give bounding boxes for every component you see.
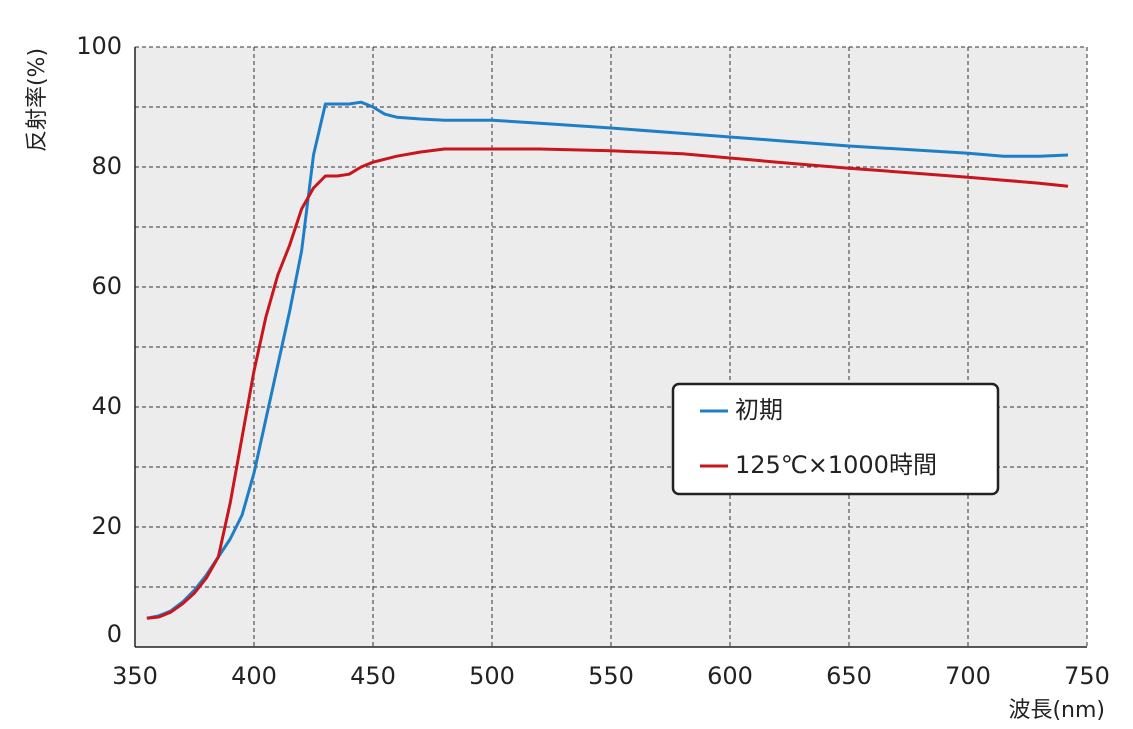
x-axis-label: 波長(nm) [1008,698,1105,723]
x-tick-label: 350 [112,662,158,690]
x-tick-label: 750 [1064,662,1110,690]
x-tick-label: 650 [826,662,872,690]
y-axis-label: 反射率(%) [25,48,50,152]
x-tick-label: 400 [231,662,277,690]
grid [135,46,1088,647]
x-tick-label: 550 [588,662,634,690]
y-tick-label: 40 [91,392,122,420]
y-tick-label: 0 [107,620,122,648]
x-tick-label: 600 [707,662,753,690]
legend-label: 125℃×1000時間 [735,451,937,479]
y-tick-label: 20 [91,512,122,540]
x-tick-label: 700 [945,662,991,690]
series-lines [146,100,1069,620]
y-tick-label: 80 [91,152,122,180]
legend-box [671,382,1000,496]
series-line [146,147,1069,620]
x-tick-label: 500 [469,662,515,690]
y-tick-label: 60 [91,272,122,300]
x-tick-label: 450 [350,662,396,690]
legend-label: 初期 [735,396,783,424]
legend: 初期 125℃×1000時間 [700,396,937,479]
y-tick-label: 100 [76,32,122,60]
